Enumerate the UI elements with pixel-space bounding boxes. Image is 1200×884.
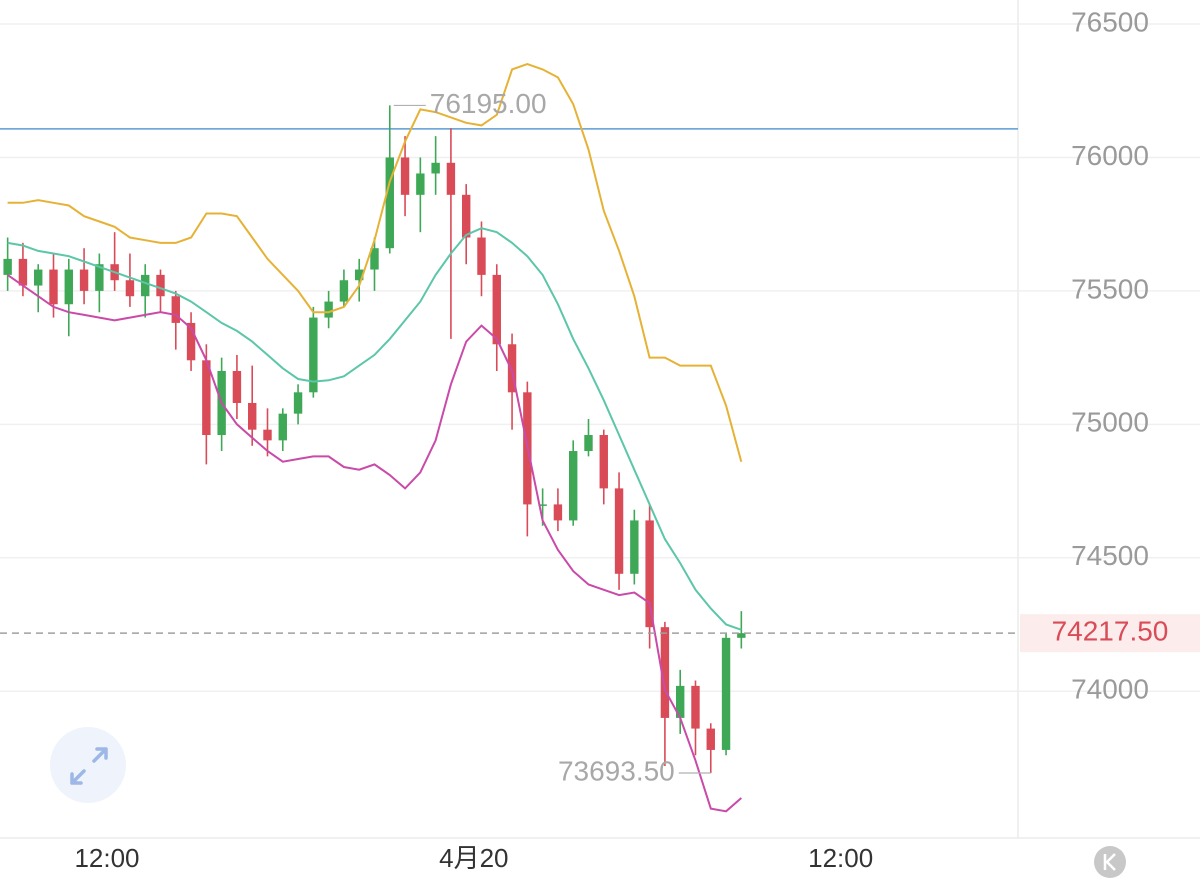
grid [0,23,1200,692]
candle-body [553,504,563,521]
candle-body [370,248,379,270]
candle-body [477,237,486,275]
y-tick-label: 74000 [1071,674,1149,705]
expand-icon[interactable] [70,747,108,785]
candle-body [568,451,578,521]
candle-body [400,157,410,195]
candle-body [324,301,333,318]
candle-body [461,194,471,238]
candle-body [691,685,700,729]
expand-button-bg[interactable] [50,727,126,803]
candle-body [18,258,28,286]
candle-body [339,280,349,302]
candle-body [171,296,180,323]
candle-body [79,269,89,291]
expand-button[interactable] [50,727,126,803]
last-price-label: 74217.50 [1052,616,1169,647]
band-line [7,63,743,462]
candle-body [737,633,746,638]
candle-body [141,274,150,297]
candle-body [584,435,593,452]
candle-body [645,520,654,628]
y-tick-label: 75000 [1071,407,1149,438]
last-price-tag [1020,614,1200,653]
y-tick-label: 75500 [1071,273,1149,304]
kline-button-bg[interactable] [1094,846,1126,878]
candle-body [675,685,685,718]
candle-body [614,488,624,574]
candle-body [385,157,394,249]
candle-body [416,173,425,195]
candle-body [95,264,104,291]
x-tick-label: 4月20 [439,843,508,873]
candle-body [309,317,318,393]
candle-body [492,274,501,345]
candle-body [202,360,211,436]
kline-button[interactable] [1094,846,1126,878]
candle-body [431,162,440,174]
candle-body [248,402,257,430]
x-tick-label: 12:00 [808,843,873,873]
y-tick-label: 76000 [1071,140,1149,171]
candle-body [507,344,517,393]
candle-body [293,392,303,414]
candle-body [538,504,547,506]
high-label: 76195.00 [430,88,547,119]
band-line [7,274,742,813]
candle-body [3,258,12,275]
candle-body [630,520,639,574]
y-tick-label: 74500 [1071,540,1149,571]
low-label: 73693.50 [558,755,675,786]
candle-body [125,280,135,297]
kline-icon[interactable] [1103,853,1116,871]
candle-body [278,413,287,441]
candle-body [446,162,456,195]
x-tick-label: 12:00 [74,843,139,873]
y-tick-label: 76500 [1071,6,1149,37]
candle-body [186,322,196,361]
candle-body [156,274,165,297]
candle-body [706,728,715,750]
band-line [7,227,742,631]
candle-body [34,269,43,286]
candle-body [232,370,242,403]
candle-body [263,429,272,441]
candle-body [64,269,73,305]
candle-body [599,435,608,489]
candle-body [660,627,670,718]
candle-body [355,269,364,281]
candle-body [49,269,58,305]
candle-body [721,637,731,750]
